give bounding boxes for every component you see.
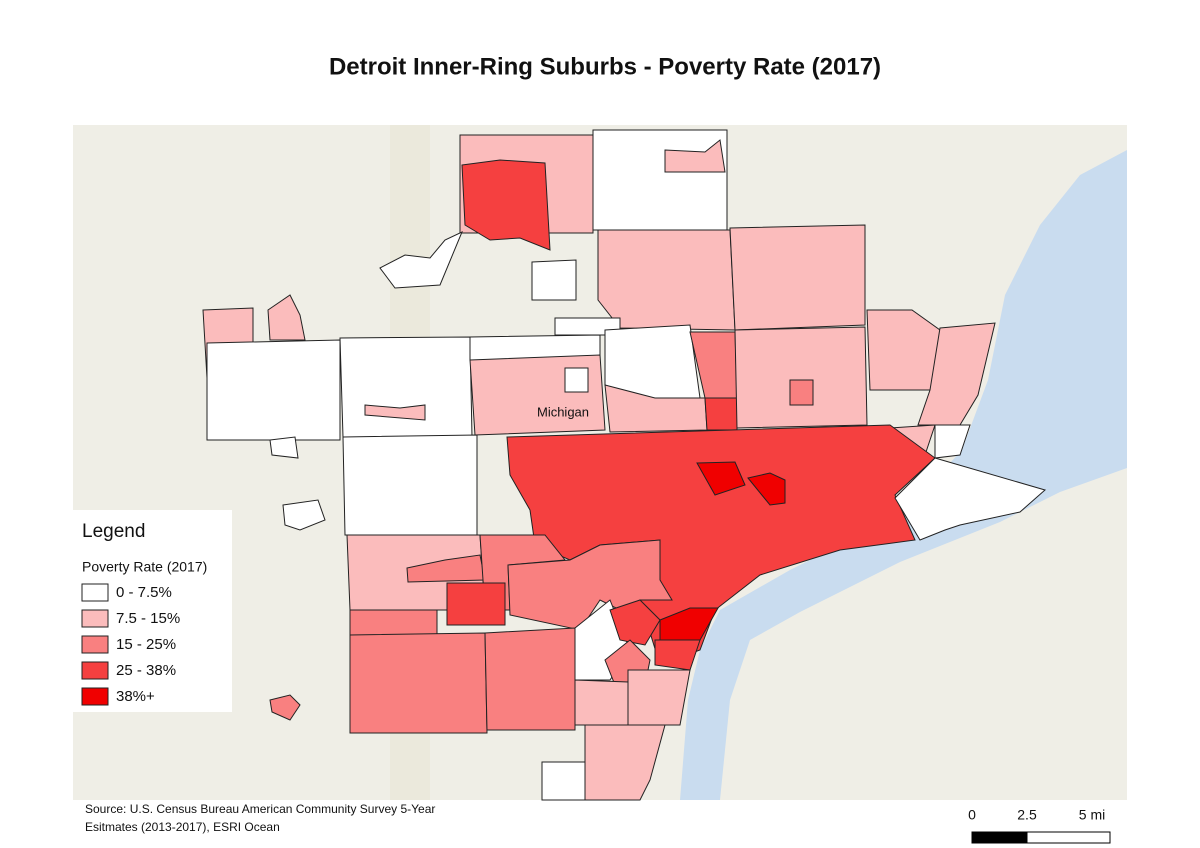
region (934, 424, 971, 459)
region (541, 761, 586, 801)
scale-label: 5 mi (1079, 807, 1105, 823)
legend-swatch (81, 635, 109, 654)
legend-label: 15 - 25% (116, 636, 176, 653)
regions (202, 129, 1047, 801)
legend-label: 7.5 - 15% (116, 610, 180, 627)
region (484, 627, 576, 731)
region (729, 224, 866, 331)
legend-subtitle: Poverty Rate (2017) (82, 559, 207, 575)
region (664, 139, 726, 173)
region (206, 339, 341, 441)
region (789, 379, 814, 406)
map-title: Detroit Inner-Ring Suburbs - Poverty Rat… (329, 53, 881, 80)
region (564, 367, 589, 393)
scale-label: 2.5 (1017, 807, 1037, 823)
legend-swatch (81, 583, 109, 602)
region (696, 461, 746, 496)
region (379, 230, 463, 289)
legend-swatch (81, 609, 109, 628)
region (269, 436, 299, 459)
region (349, 609, 438, 636)
region (364, 404, 426, 421)
region (507, 539, 673, 631)
region (267, 294, 306, 341)
region (747, 472, 786, 506)
region (446, 582, 506, 626)
water (680, 150, 1127, 800)
scale-label: 0 (968, 807, 976, 823)
region (461, 159, 551, 251)
legend-title: Legend (82, 521, 145, 542)
legend-label: 38%+ (116, 688, 155, 705)
region (282, 499, 326, 531)
legend: Legend Poverty Rate (2017) 0 - 7.5% 7.5 -… (73, 510, 232, 712)
region (627, 669, 691, 726)
legend-swatch (81, 687, 109, 706)
scale-segment (1026, 831, 1111, 844)
region (734, 326, 868, 429)
map-frame: Michigan (73, 125, 1127, 801)
region (597, 229, 736, 331)
source-text: Source: U.S. Census Bureau American Comm… (85, 802, 435, 816)
region (609, 599, 661, 646)
region (349, 632, 488, 734)
region (469, 354, 606, 436)
legend-label: 0 - 7.5% (116, 584, 172, 601)
region (342, 434, 478, 536)
legend-label: 25 - 38% (116, 662, 176, 679)
region (531, 259, 577, 301)
region (704, 397, 738, 431)
legend-swatch (81, 661, 109, 680)
region (269, 694, 301, 721)
region (894, 457, 1047, 541)
place-label: Michigan (537, 404, 589, 419)
region (574, 679, 629, 726)
scale-segment (971, 831, 1028, 844)
region (592, 129, 728, 231)
region (339, 336, 473, 438)
region (659, 607, 719, 641)
source-text: Esitmates (2013-2017), ESRI Ocean (85, 820, 280, 834)
scale-bar: 0 2.5 5 mi (968, 807, 1111, 844)
